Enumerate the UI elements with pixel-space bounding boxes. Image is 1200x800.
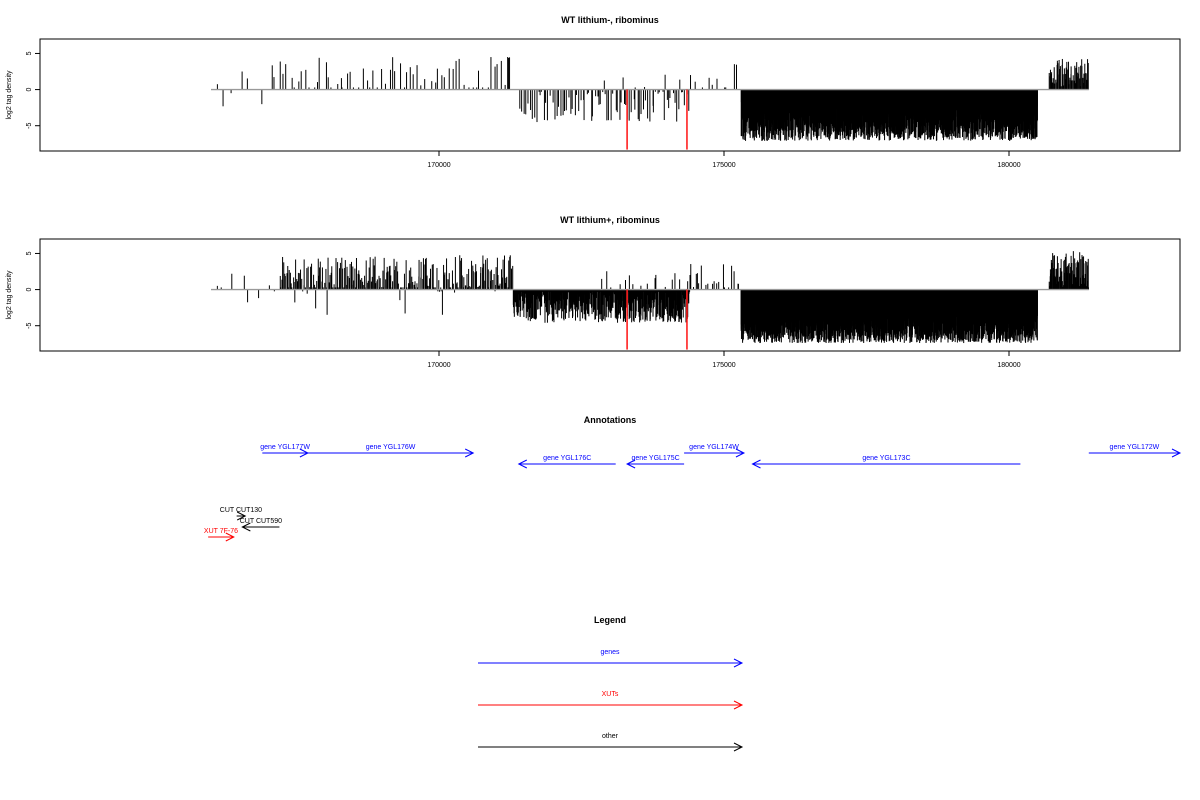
y-tick-label: 0 (26, 288, 33, 292)
x-tick-label: 170000 (427, 162, 450, 169)
panel-lithium-plus: WT lithium+, ribominus log2 tag density … (6, 215, 1181, 369)
panel-title-lithium-minus: WT lithium-, ribominus (561, 15, 659, 25)
y-axis-label: log2 tag density (6, 270, 13, 320)
panel-lithium-minus: WT lithium-, ribominus log2 tag density … (6, 15, 1181, 169)
plot-frame (39, 238, 1181, 352)
density-bars (211, 57, 1089, 150)
density-bars (211, 251, 1089, 350)
panel-title-lithium-plus: WT lithium+, ribominus (560, 215, 660, 225)
y-tick-label: 0 (26, 88, 33, 92)
y-axis-label: log2 tag density (6, 70, 13, 120)
x-tick-label: 180000 (997, 362, 1020, 369)
y-tick-label: -5 (26, 322, 33, 328)
plot-frame (39, 38, 1181, 152)
axis-ticks: 170000 175000 180000 -5 0 5 (26, 251, 1021, 369)
x-tick-label: 170000 (427, 362, 450, 369)
x-tick-label: 175000 (712, 162, 735, 169)
y-tick-label: -5 (26, 122, 33, 128)
x-tick-label: 180000 (997, 162, 1020, 169)
y-tick-label: 5 (26, 251, 33, 255)
x-tick-label: 175000 (712, 362, 735, 369)
y-tick-label: 5 (26, 51, 33, 55)
axis-ticks: 170000 175000 180000 -5 0 5 (26, 51, 1021, 169)
